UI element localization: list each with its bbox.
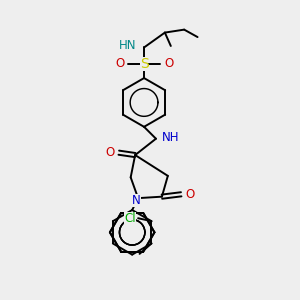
Text: Cl: Cl [124, 212, 136, 225]
Text: N: N [132, 194, 141, 207]
Text: O: O [105, 146, 114, 159]
Text: O: O [186, 188, 195, 201]
Text: O: O [164, 57, 173, 70]
Text: NH: NH [162, 131, 179, 144]
Text: HN: HN [119, 40, 136, 52]
Text: O: O [115, 57, 124, 70]
Text: S: S [140, 57, 148, 71]
